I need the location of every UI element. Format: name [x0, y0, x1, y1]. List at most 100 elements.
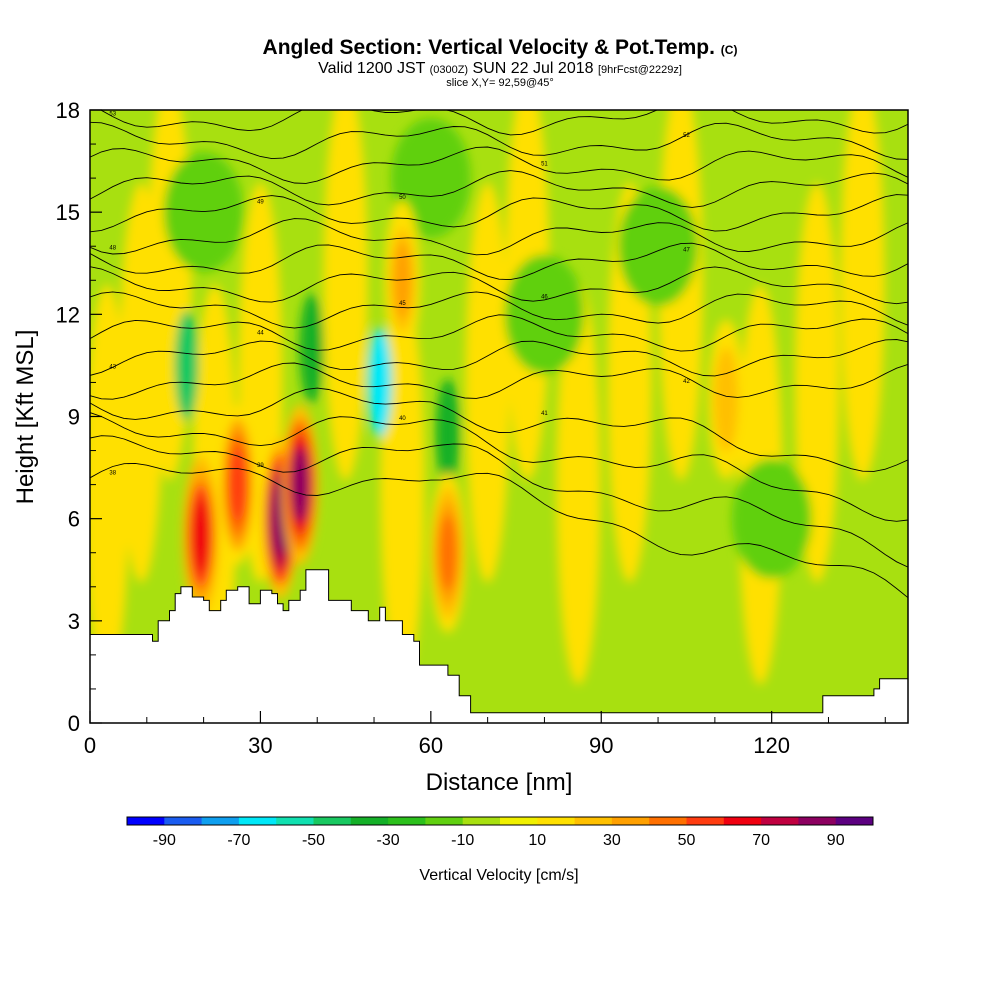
- colorbar-tick-label: 30: [603, 832, 621, 849]
- theta-contour-line: [90, 266, 908, 305]
- y-tick-label: 6: [68, 507, 80, 532]
- theta-contour-label: 47: [683, 248, 690, 254]
- colorbar-swatch: [388, 817, 426, 825]
- y-tick-label: 18: [56, 98, 80, 123]
- colorbar-swatch: [798, 817, 837, 825]
- theta-contour-line: [90, 462, 908, 599]
- updraft-core: [717, 361, 736, 438]
- theta-contour-label: 39: [257, 463, 264, 469]
- colorbar-swatch: [686, 817, 725, 825]
- downdraft-core: [299, 293, 324, 404]
- x-tick-label: 0: [84, 733, 96, 758]
- theta-contour-line: [90, 121, 908, 160]
- colorbar-swatch: [611, 817, 650, 825]
- theta-contour-line: [99, 110, 908, 136]
- weak-downdraft-region: [163, 152, 244, 273]
- downdraft-core: [367, 327, 392, 438]
- theta-contour-line: [90, 314, 908, 352]
- theta-contour-line: [90, 146, 908, 184]
- weak-downdraft-region: [390, 118, 471, 239]
- theta-contour-line: [90, 339, 908, 377]
- x-tick-label: 90: [589, 733, 613, 758]
- colorbar-tick-label: -30: [377, 832, 400, 849]
- colorbar-tick-label: 70: [752, 832, 770, 849]
- theta-contours: 38 39 40 41 42 43 44 45 46 47 48 49 50 51 52 53: [90, 110, 908, 599]
- y-axis-title: Height [Kft MSL]: [12, 330, 39, 505]
- theta-contour-label: 44: [257, 330, 264, 336]
- colorbar-swatch: [127, 817, 165, 825]
- colorbar-swatch: [649, 817, 687, 825]
- weak-updraft-region: [556, 284, 601, 685]
- theta-contour-line: [90, 194, 908, 233]
- colorbar-swatch: [723, 817, 762, 825]
- theta-contour-label: 49: [257, 199, 264, 205]
- theta-contour-line: [90, 362, 908, 400]
- colorbar-swatch: [238, 817, 277, 825]
- colorbar-swatch: [835, 817, 874, 825]
- colorbar-swatch: [276, 817, 314, 825]
- updraft-core: [228, 446, 247, 523]
- terrain-mask: [90, 569, 908, 723]
- colorbar-swatch: [164, 817, 203, 825]
- colorbar-swatch: [350, 817, 389, 825]
- slice-info: slice X,Y= 92,59@45°: [446, 77, 554, 89]
- theta-contour-label: 50: [399, 195, 406, 201]
- weak-downdraft-region: [504, 254, 585, 375]
- colorbar-tick-label: 10: [528, 832, 546, 849]
- theta-contour-label: 53: [109, 112, 116, 118]
- theta-contour-line: [90, 218, 908, 256]
- colorbar-tick-label: 90: [827, 832, 845, 849]
- colorbar-swatch: [462, 817, 501, 825]
- downdraft-core: [435, 378, 460, 489]
- updraft-core: [191, 497, 210, 574]
- colorbar-swatch: [761, 817, 799, 825]
- colorbar-swatch: [201, 817, 240, 825]
- y-tick-label: 12: [56, 302, 80, 327]
- weak-updraft-region: [795, 182, 840, 583]
- updraft-core: [291, 446, 310, 523]
- colorbar-tick-label: -50: [302, 832, 325, 849]
- y-tick-label: 3: [68, 609, 80, 634]
- colorbar-frame: [126, 816, 874, 826]
- colorbar-title: Vertical Velocity [cm/s]: [419, 867, 578, 884]
- theta-contour-label: 48: [109, 245, 116, 251]
- theta-contour-label: 45: [399, 301, 406, 307]
- theta-contour-label: 46: [541, 294, 548, 300]
- x-tick-label: 30: [248, 733, 272, 758]
- theta-contour-label: 41: [541, 411, 548, 417]
- colorbar-tick-label: -70: [227, 832, 250, 849]
- chart-title: Angled Section: Vertical Velocity & Pot.…: [262, 36, 738, 59]
- colorbar-tick-label: 50: [678, 832, 696, 849]
- theta-contour-label: 42: [683, 379, 690, 385]
- x-axis-title: Distance [nm]: [426, 769, 573, 796]
- colorbar: -90 -70 -50 -30 -10 10 30 50 70 90: [126, 816, 874, 849]
- colorbar-swatch: [500, 817, 538, 825]
- colorbar-tick-label: -10: [451, 832, 474, 849]
- weak-updraft-region: [465, 182, 510, 583]
- chart-subtitle: Valid 1200 JST (0300Z) SUN 22 Jul 2018 […: [318, 60, 682, 77]
- theta-contour-line: [90, 170, 908, 208]
- theta-contour-label: 43: [109, 364, 116, 370]
- colorbar-swatch: [313, 817, 352, 825]
- colorbar-swatch: [425, 817, 464, 825]
- weak-updraft-region: [323, 110, 368, 481]
- theta-contour-line: [90, 291, 908, 329]
- colorbar-swatch: [574, 817, 613, 825]
- downdraft-core: [174, 310, 199, 421]
- velocity-field: [90, 110, 885, 685]
- y-tick-label: 9: [68, 405, 80, 430]
- colorbar-swatch: [537, 817, 576, 825]
- axes: 0 30 60 90 120 0 3 6 9 12 15 18: [56, 98, 886, 758]
- colorbar-tick-label: -90: [153, 832, 176, 849]
- updraft-core: [438, 514, 457, 591]
- plot-area: 38 39 40 41 42 43 44 45 46 47 48 49 50 51 52 53: [90, 110, 908, 723]
- weak-downdraft-region: [731, 458, 812, 579]
- theta-contour-line: [90, 435, 908, 568]
- weak-downdraft-region: [618, 186, 699, 307]
- theta-contour-line: [90, 412, 908, 522]
- theta-contour-label: 51: [541, 162, 548, 168]
- y-tick-label: 0: [68, 711, 80, 736]
- x-tick-label: 120: [753, 733, 790, 758]
- x-tick-label: 60: [419, 733, 443, 758]
